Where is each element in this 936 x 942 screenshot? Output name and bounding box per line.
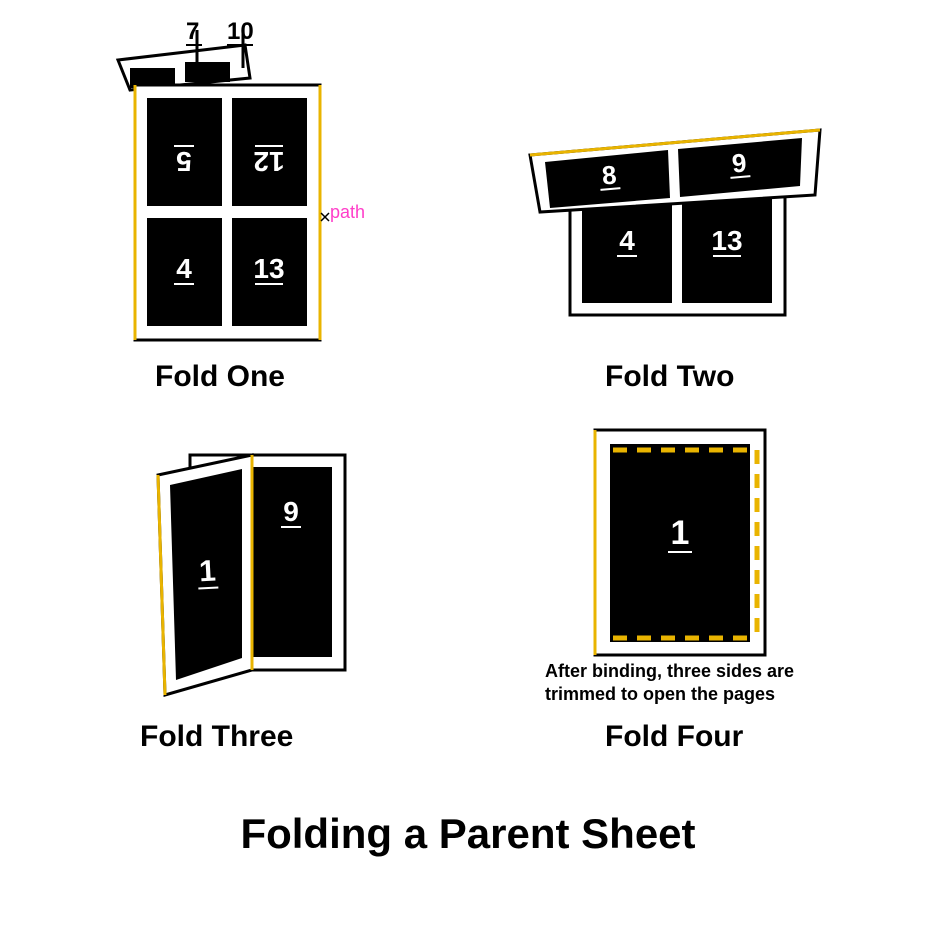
fold-one-label: Fold One bbox=[155, 360, 285, 394]
fold4-panel-1: 1 bbox=[671, 514, 690, 552]
fold2-bottom-4: 4 bbox=[619, 225, 635, 256]
fold-two-label: Fold Two bbox=[605, 360, 734, 394]
fold1-topnum-7: 7 bbox=[186, 18, 199, 46]
main-title: Folding a Parent Sheet bbox=[0, 810, 936, 858]
fold-four-label: Fold Four bbox=[605, 720, 743, 754]
fold1-panel-13: 13 bbox=[253, 253, 284, 284]
fold2-top-8: 8 bbox=[601, 159, 618, 190]
fold-four-caption: After binding, three sides are trimmed t… bbox=[545, 660, 845, 707]
fold-three-label: Fold Three bbox=[140, 720, 293, 754]
diagram-canvas: 5 12 4 13 path 7 10 Fold One 4 13 8 bbox=[0, 0, 936, 942]
path-annotation: path bbox=[330, 202, 365, 222]
fold1-panel-4: 4 bbox=[176, 253, 192, 284]
fold1-topnum-10: 10 bbox=[227, 18, 254, 46]
fold-one-diagram: 5 12 4 13 path bbox=[105, 30, 385, 350]
fold-two-diagram: 4 13 8 9 bbox=[520, 120, 840, 330]
fold-three-diagram: 9 1 bbox=[130, 445, 380, 705]
fold1-panel-5: 5 bbox=[176, 146, 192, 177]
fold2-top-9: 9 bbox=[731, 147, 748, 178]
fold-four-diagram: 1 bbox=[575, 420, 795, 680]
fold1-panel-12: 12 bbox=[253, 146, 284, 177]
fold3-panel-9: 9 bbox=[283, 496, 299, 527]
fold1-topnum-10-underline bbox=[227, 44, 253, 46]
fold1-topnum-7-underline bbox=[186, 44, 202, 46]
fold2-bottom-13: 13 bbox=[711, 225, 742, 256]
fold3-panel-1: 1 bbox=[198, 555, 216, 589]
